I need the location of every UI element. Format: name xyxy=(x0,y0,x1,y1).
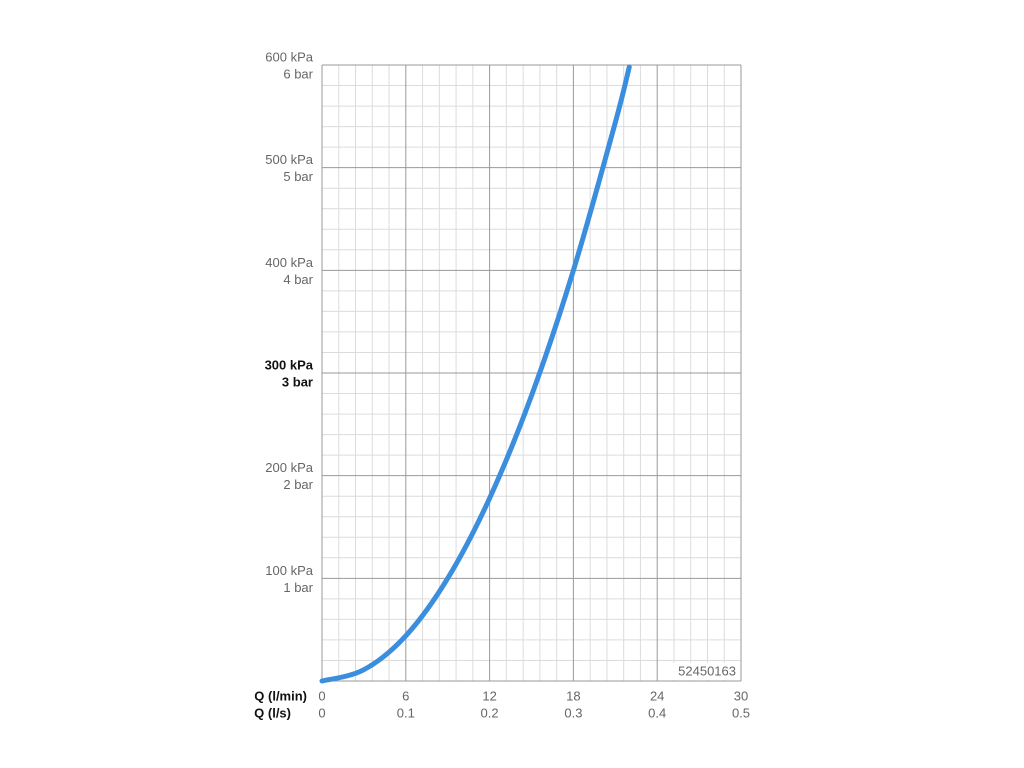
x-tick-label: 12 xyxy=(482,688,496,703)
x-tick-label: 24 xyxy=(650,688,664,703)
x-tick-label: 30 xyxy=(734,688,748,703)
y-tick-bar-label: 4 bar xyxy=(283,272,313,287)
y-tick-label: 400 kPa xyxy=(265,255,313,270)
x-tick-label: 6 xyxy=(402,688,409,703)
x2-tick-label: 0.5 xyxy=(732,705,750,720)
y-tick-label: 300 kPa xyxy=(265,357,314,372)
y-tick-bar-label: 3 bar xyxy=(282,374,313,389)
x2-axis-label: Q (l/s) xyxy=(254,705,291,720)
x2-tick-label: 0.1 xyxy=(397,705,415,720)
x2-tick-label: 0.4 xyxy=(648,705,666,720)
y-tick-label: 600 kPa xyxy=(265,49,313,64)
annotation: 52450163 xyxy=(678,663,736,678)
x2-tick-label: 0.3 xyxy=(564,705,582,720)
x2-tick-label: 0.2 xyxy=(481,705,499,720)
y-tick-bar-label: 1 bar xyxy=(283,580,313,595)
curve xyxy=(319,64,632,684)
x2-tick-label: 0 xyxy=(318,705,325,720)
x-tick-label: 18 xyxy=(566,688,580,703)
annotation-bg xyxy=(666,663,740,680)
y-tick-label: 200 kPa xyxy=(265,460,313,475)
y-tick-bar-label: 2 bar xyxy=(283,477,313,492)
x-axis-label: Q (l/min) xyxy=(254,688,307,703)
y-tick-bar-label: 6 bar xyxy=(283,66,313,81)
y-tick-label: 100 kPa xyxy=(265,563,313,578)
y-tick-bar-label: 5 bar xyxy=(283,169,313,184)
x-tick-label: 0 xyxy=(318,688,325,703)
y-tick-label: 500 kPa xyxy=(265,152,313,167)
